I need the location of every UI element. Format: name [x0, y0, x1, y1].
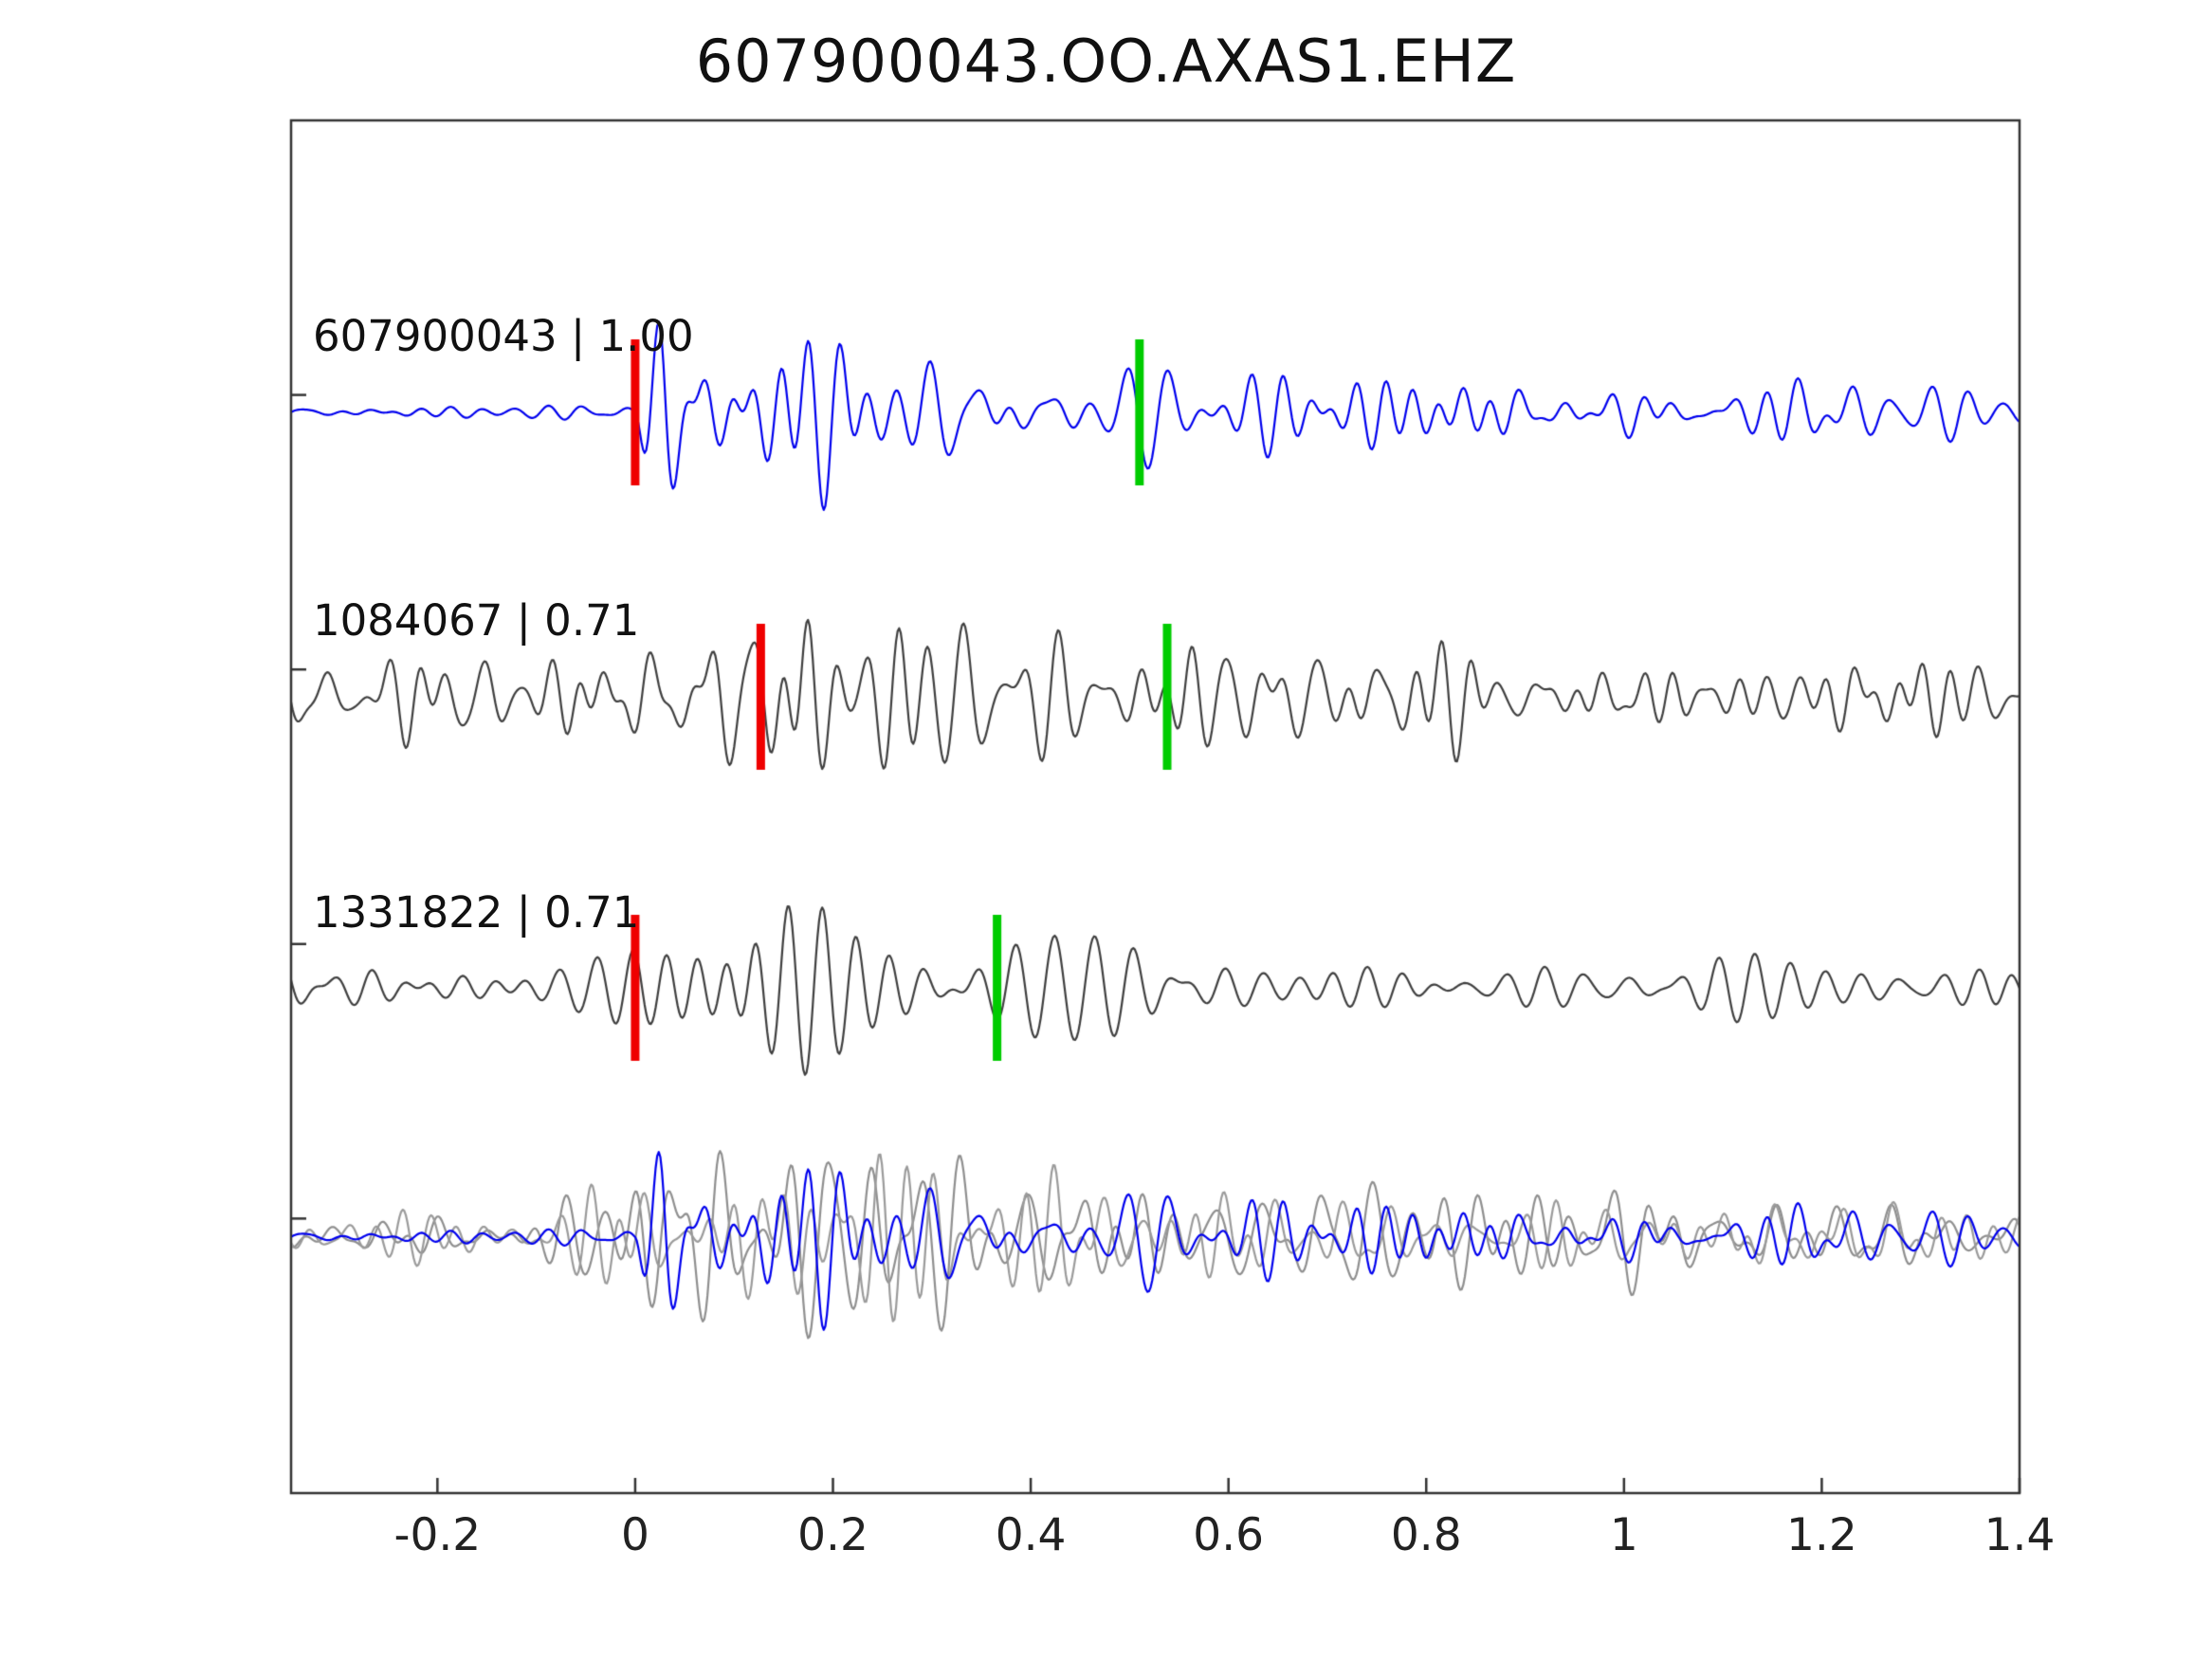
trace-label-detection-2: 1331822 | 0.71	[313, 887, 640, 938]
x-tick-label: 1.2	[1786, 1509, 1857, 1561]
x-tick-label: 0.8	[1390, 1509, 1462, 1561]
chart-title: 607900043.OO.AXAS1.EHZ	[695, 27, 1517, 96]
x-tick-label: 0.4	[995, 1509, 1067, 1561]
trace-label-detection-1: 1084067 | 0.71	[313, 595, 640, 646]
x-axis-tick-labels: -0.2 0 0.2 0.4 0.6 0.8 1 1.2 1.4	[0, 1509, 2212, 1570]
x-tick-label: 1	[1609, 1509, 1638, 1561]
x-tick-label: 1.4	[1983, 1509, 2056, 1561]
trace-label-template: 607900043 | 1.00	[313, 311, 694, 361]
x-tick-label: 0.2	[797, 1509, 868, 1561]
x-tick-label: 0.6	[1193, 1509, 1265, 1561]
x-tick-label: 0	[620, 1509, 649, 1561]
x-tick-label: -0.2	[393, 1509, 482, 1561]
